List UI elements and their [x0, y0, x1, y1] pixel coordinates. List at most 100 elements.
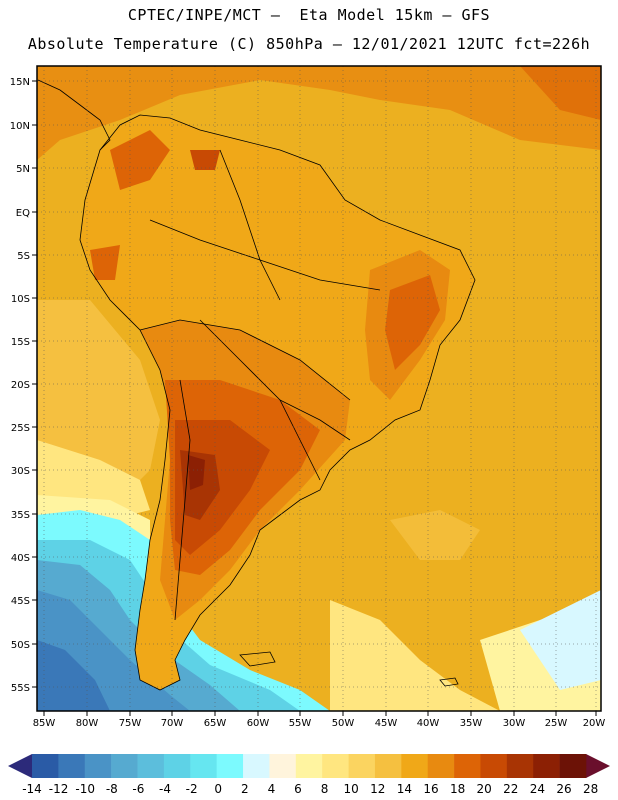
lon-label: 35W — [460, 718, 483, 729]
colorbar-label: 28 — [583, 782, 598, 796]
pacific-deepest — [37, 640, 110, 711]
colorbar-label: 4 — [268, 782, 276, 796]
lat-label: 20S — [11, 380, 30, 391]
lat-label: 45S — [11, 596, 30, 607]
lat-label: 15S — [11, 337, 30, 348]
atlantic-pale-1 — [330, 600, 500, 711]
colorbar-swatch — [322, 754, 349, 778]
lat-label: 15N — [10, 77, 30, 88]
lat-label: 5N — [16, 164, 30, 175]
colorbar-swatch — [269, 754, 297, 778]
colorbar-label: -10 — [75, 782, 95, 796]
colorbar-swatch — [559, 754, 587, 778]
colorbar-label: 26 — [556, 782, 571, 796]
title-variable: Absolute Temperature (C) 850hPa – 12/01/… — [27, 35, 591, 53]
coastlines — [37, 79, 476, 691]
colorbar-label: 22 — [503, 782, 518, 796]
lat-label: 50S — [11, 640, 30, 651]
lon-label: 60W — [247, 718, 270, 729]
falklands — [239, 651, 276, 667]
colorbar-label: 6 — [294, 782, 302, 796]
central-america-coast — [37, 79, 111, 151]
colorbar-swatch — [454, 754, 481, 778]
lat-label: 55S — [11, 683, 30, 694]
lon-label: 80W — [76, 718, 99, 729]
colorbar-label: 10 — [344, 782, 359, 796]
lat-label: 30S — [11, 466, 30, 477]
colorbar-swatch — [163, 754, 191, 778]
colorbar-label: -2 — [186, 782, 198, 796]
venezuela-spot — [190, 150, 220, 170]
atlantic-spot — [390, 510, 480, 560]
colorbar-label: 12 — [370, 782, 385, 796]
colorbar-swatch — [427, 754, 455, 778]
south-georgia — [439, 677, 459, 687]
lon-label: 50W — [332, 718, 355, 729]
colorbar-label: 24 — [530, 782, 545, 796]
colorbar-label: -12 — [49, 782, 69, 796]
colorbar-swatch — [32, 754, 59, 778]
border-2 — [219, 149, 281, 301]
colorbar-swatch — [348, 754, 376, 778]
atlantic-cold — [520, 590, 601, 690]
peru-coast-spot — [90, 245, 120, 280]
colorbar-low-arrow — [8, 754, 32, 778]
colorbar-swatch — [137, 754, 165, 778]
map-frame — [36, 65, 602, 712]
lon-label: 70W — [161, 718, 184, 729]
lat-label: 40S — [11, 553, 30, 564]
colorbar-labels: -14 -12 -10 -8 -6 -4 -2 0 2 4 6 8 10 12 … — [22, 782, 598, 796]
north-andes-spot — [110, 130, 170, 190]
north-east-patch — [520, 66, 601, 120]
lon-label: 20W — [583, 718, 606, 729]
colorbar-swatch — [111, 754, 138, 778]
ne-brazil-dark — [385, 275, 440, 370]
colorbar-swatch — [506, 754, 534, 778]
colorbar-label: -6 — [132, 782, 144, 796]
colorbar-label: 0 — [214, 782, 222, 796]
colorbar-swatches — [32, 754, 587, 778]
interior-darkest — [188, 455, 205, 490]
colorbar-swatch — [243, 754, 270, 778]
colorbar-label: -14 — [22, 782, 42, 796]
colorbar-swatch — [533, 754, 560, 778]
south-america-coast — [79, 114, 476, 691]
colorbar-label: 2 — [241, 782, 249, 796]
lon-label: 85W — [33, 718, 56, 729]
colorbar: -14 -12 -10 -8 -6 -4 -2 0 2 4 6 8 10 12 … — [8, 754, 610, 796]
colorbar-high-arrow — [586, 754, 610, 778]
colorbar-label: 16 — [423, 782, 438, 796]
colorbar-swatch — [84, 754, 112, 778]
border-chile-argentina — [174, 379, 191, 621]
colorbar-swatch — [401, 754, 429, 778]
colorbar-swatch — [374, 754, 402, 778]
colorbar-swatch — [216, 754, 244, 778]
lon-label: 55W — [289, 718, 312, 729]
lat-label: 35S — [11, 510, 30, 521]
lon-axis: 85W 80W 75W 70W 65W 60W 55W 50W 45W 40W … — [33, 711, 606, 729]
title-model: CPTEC/INPE/MCT – Eta Model 15km – GFS — [127, 6, 491, 24]
colorbar-label: 14 — [397, 782, 412, 796]
lat-label: 5S — [17, 251, 30, 262]
lon-label: 25W — [545, 718, 568, 729]
lon-label: 65W — [204, 718, 227, 729]
border-3 — [149, 219, 381, 291]
temperature-field — [37, 66, 601, 711]
lat-label: 10S — [11, 294, 30, 305]
lat-label: 10N — [10, 121, 30, 132]
colorbar-label: -4 — [159, 782, 171, 796]
lon-label: 30W — [503, 718, 526, 729]
colorbar-label: -8 — [106, 782, 118, 796]
lat-label: 25S — [11, 423, 30, 434]
lon-label: 40W — [417, 718, 440, 729]
border-1 — [139, 319, 351, 401]
north-warm-band — [37, 66, 601, 160]
lon-label: 75W — [119, 718, 142, 729]
colorbar-swatch — [295, 754, 323, 778]
colorbar-swatch — [480, 754, 508, 778]
colorbar-label: 8 — [321, 782, 329, 796]
lat-axis: 15N 10N 5N EQ 5S 10S 15S 20S 25S 30S 35S… — [10, 77, 37, 694]
lon-label: 45W — [375, 718, 398, 729]
colorbar-label: 20 — [477, 782, 492, 796]
